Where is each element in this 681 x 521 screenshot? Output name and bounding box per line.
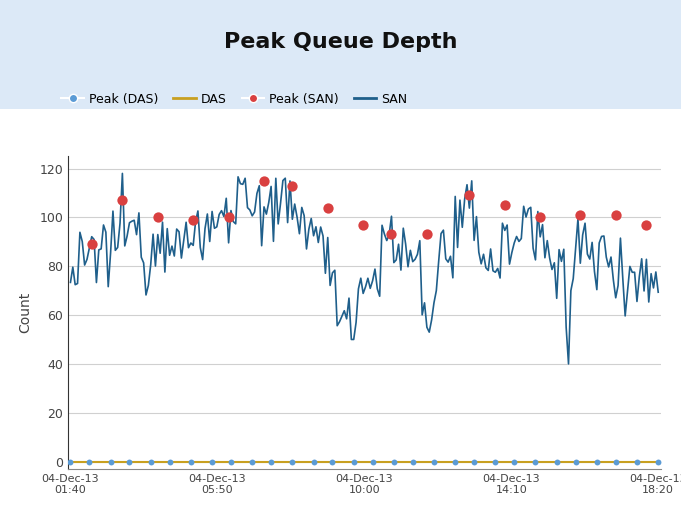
Point [145,457,156,466]
Point [653,457,664,466]
Point [308,457,319,466]
Point [65,457,76,466]
Point [530,457,541,466]
Point [610,457,621,466]
Point [117,196,128,204]
Point [322,203,333,212]
Point [84,457,95,466]
Point [225,457,236,466]
Point [367,457,378,466]
Point [287,181,298,190]
Point [223,213,234,221]
Point [259,177,270,185]
Point [185,457,196,466]
Point [631,457,642,466]
Point [535,213,545,221]
Point [428,457,439,466]
Point [247,457,257,466]
Point [105,457,116,466]
Point [641,220,652,229]
Point [570,457,581,466]
Point [188,216,199,224]
Point [509,457,520,466]
Point [386,230,397,239]
Point [449,457,460,466]
Y-axis label: Count: Count [18,292,33,333]
Point [287,457,298,466]
Point [499,201,510,209]
Point [86,240,97,249]
Point [348,457,359,466]
Point [469,457,479,466]
Point [551,457,562,466]
Point [164,457,175,466]
Point [591,457,602,466]
Point [575,211,586,219]
Point [153,213,163,221]
Point [464,191,475,200]
Text: Peak Queue Depth: Peak Queue Depth [224,32,457,52]
Legend: Peak (DAS), DAS, Peak (SAN), SAN: Peak (DAS), DAS, Peak (SAN), SAN [57,88,412,110]
Point [610,211,621,219]
Point [327,457,338,466]
Point [388,457,399,466]
Point [422,230,432,239]
Point [407,457,418,466]
Point [206,457,217,466]
Point [266,457,276,466]
Point [124,457,135,466]
Point [490,457,501,466]
Point [358,220,368,229]
